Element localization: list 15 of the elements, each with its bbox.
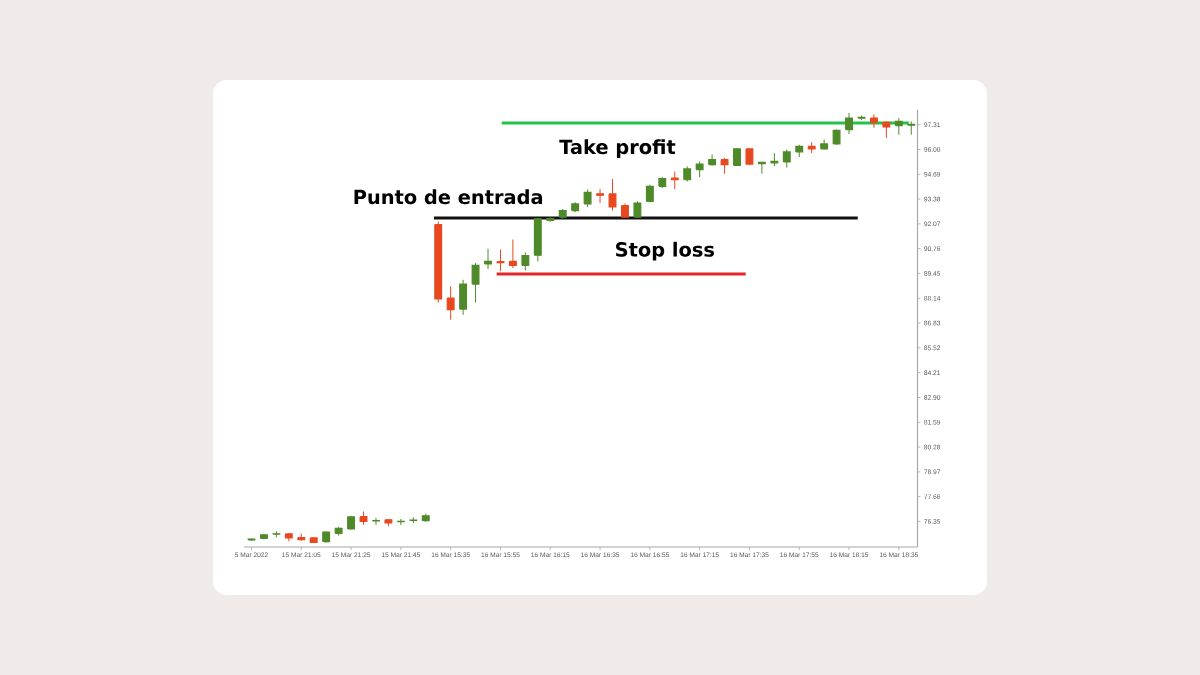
candlestick [496, 249, 505, 272]
candlestick [471, 262, 480, 303]
candlestick [708, 154, 717, 167]
candlestick [608, 178, 617, 211]
candlestick [508, 239, 517, 269]
candlestick [596, 188, 605, 204]
ref-line-label: Punto de entrada [354, 189, 543, 205]
candlestick [845, 112, 853, 135]
candlestick [446, 285, 455, 321]
ref-line-label: Stop loss [616, 241, 715, 261]
candlestick [484, 248, 492, 270]
candlestick [869, 114, 878, 129]
candlestick [907, 120, 916, 136]
candlestick [372, 517, 380, 526]
ref-line-label: Take profit [559, 139, 676, 158]
